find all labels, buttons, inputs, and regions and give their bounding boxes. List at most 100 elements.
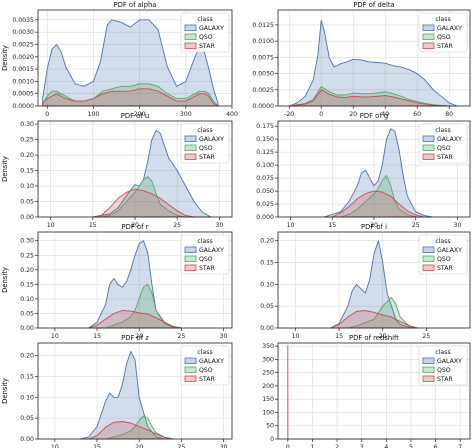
y-tick-label: 150 xyxy=(262,396,274,403)
legend-label-qso: QSO xyxy=(199,34,213,41)
y-tick-label: 300 xyxy=(262,356,274,363)
y-tick-label: 0.10 xyxy=(20,183,34,190)
x-tick-label: 10 xyxy=(292,333,300,340)
x-tick-label: 30 xyxy=(220,444,228,448)
y-tick-label: 0.0025 xyxy=(252,87,274,94)
legend-title: class xyxy=(197,16,212,23)
x-tick-label: 20 xyxy=(370,222,378,229)
legend-label-galaxy: GALAXY xyxy=(437,358,462,365)
chart-title: PDF of r xyxy=(122,223,149,231)
legend-swatch-qso xyxy=(184,255,197,262)
y-tick-label: 0.10 xyxy=(20,394,34,401)
legend: class GALAXY QSO STAR xyxy=(418,12,468,53)
y-tick-label: 0.00 xyxy=(20,325,34,332)
y-tick-label: 0.25 xyxy=(20,252,34,259)
legend-label-star: STAR xyxy=(437,265,453,272)
y-tick-label: 0.10 xyxy=(20,296,34,303)
x-tick-label: 0 xyxy=(45,111,49,118)
chart-title: PDF of i xyxy=(361,223,387,231)
y-tick-label: 0.20 xyxy=(20,152,34,159)
x-tick-label: 20 xyxy=(349,111,357,118)
x-tick-label: 10 xyxy=(287,222,295,229)
x-tick-label: 3 xyxy=(360,444,364,448)
density-area-star xyxy=(288,89,450,107)
y-tick-label: 0.05 xyxy=(20,310,34,317)
legend-swatch-galaxy xyxy=(422,246,435,253)
legend-swatch-star xyxy=(184,264,197,271)
plot-frame xyxy=(277,231,471,329)
legend-title: class xyxy=(435,127,450,134)
y-tick-label: 0.20 xyxy=(20,267,34,274)
legend-swatch-qso xyxy=(184,33,197,40)
x-tick-label: 25 xyxy=(422,333,430,340)
y-axis-label: Density xyxy=(1,156,9,182)
x-tick-label: 0 xyxy=(319,111,323,118)
x-tick-label: 80 xyxy=(445,111,453,118)
x-tick-label: -20 xyxy=(284,111,294,118)
legend-swatch-galaxy xyxy=(184,246,197,253)
legend-label-star: STAR xyxy=(199,265,215,272)
legend-box xyxy=(418,345,468,386)
x-tick-label: 30 xyxy=(220,333,228,340)
density-area-galaxy xyxy=(329,240,419,329)
y-tick-label: 0.30 xyxy=(20,121,34,128)
legend-label-qso: QSO xyxy=(437,34,451,41)
x-tick-label: 5 xyxy=(409,444,413,448)
density-area-star xyxy=(92,188,195,218)
density-area-star xyxy=(42,88,219,107)
legend: class GALAXY QSO STAR xyxy=(418,234,468,275)
x-tick-label: 15 xyxy=(93,333,101,340)
plot-frame xyxy=(277,9,471,107)
legend: class GALAXY QSO STAR xyxy=(180,12,230,53)
y-tick-label: 0.100 xyxy=(256,162,274,169)
chart-title: PDF of z xyxy=(121,334,149,342)
y-tick-label: 0.0075 xyxy=(252,54,274,61)
legend-label-qso: QSO xyxy=(437,145,451,152)
y-tick-label: 0.0000 xyxy=(252,103,274,110)
legend-box xyxy=(418,234,468,275)
plot-frame xyxy=(37,231,233,329)
chart-panel-3: 10 15 20 25 30 0.00 0.05 0.10 0.15 0.20 0.25 0.30 PD… xyxy=(1,112,233,229)
y-tick-label: 0.025 xyxy=(256,201,274,208)
y-tick-label: 0.0125 xyxy=(252,22,274,29)
x-tick-label: 20 xyxy=(135,333,143,340)
density-area-star xyxy=(88,421,174,440)
density-area-galaxy xyxy=(288,19,458,107)
legend-swatch-galaxy xyxy=(422,24,435,31)
legend-label-galaxy: GALAXY xyxy=(199,25,224,32)
legend-label-qso: QSO xyxy=(437,367,451,374)
legend-box xyxy=(180,345,230,386)
legend-label-qso: QSO xyxy=(199,256,213,263)
legend-label-galaxy: GALAXY xyxy=(199,358,224,365)
y-tick-label: 0.00 xyxy=(260,325,274,332)
x-tick-label: 25 xyxy=(177,333,185,340)
y-tick-label: 0.0100 xyxy=(252,38,274,45)
chart-panel-6: 10 15 20 25 0.00 0.05 0.10 0.15 0.20 PDF of i clas… xyxy=(260,223,471,340)
y-tick-label: 0.0035 xyxy=(12,17,34,24)
legend: class GALAXY QSO STAR xyxy=(180,345,230,386)
y-tick-label: 0.30 xyxy=(20,238,34,245)
legend-swatch-qso xyxy=(422,255,435,262)
chart-panel-8: 0 1 2 3 4 5 6 7 0 50 100 150 200 250 300 350 PDF of reds… xyxy=(262,334,471,448)
x-tick-label: 2 xyxy=(335,444,339,448)
legend-swatch-star xyxy=(184,153,197,160)
y-tick-label: 0.175 xyxy=(256,123,274,130)
legend-swatch-galaxy xyxy=(422,357,435,364)
chart-title: PDF of alpha xyxy=(114,1,157,9)
y-tick-label: 0.150 xyxy=(256,136,274,143)
x-tick-label: 25 xyxy=(177,444,185,448)
y-tick-label: 0.0020 xyxy=(12,54,34,61)
legend-swatch-qso xyxy=(422,33,435,40)
y-axis-label: Density xyxy=(1,45,9,71)
y-axis-label: Density xyxy=(1,378,9,404)
chart-panel-2: -20 0 20 40 60 80 0.0000 0.0025 0.0050 0.0075 0.01… xyxy=(252,1,471,118)
legend-swatch-qso xyxy=(422,144,435,151)
x-tick-label: 15 xyxy=(93,444,101,448)
legend-swatch-galaxy xyxy=(184,24,197,31)
y-tick-label: 0.075 xyxy=(256,175,274,182)
x-tick-label: 300 xyxy=(180,111,192,118)
x-tick-label: 30 xyxy=(454,222,462,229)
x-tick-label: 4 xyxy=(384,444,388,448)
legend-label-galaxy: GALAXY xyxy=(437,136,462,143)
legend-label-galaxy: GALAXY xyxy=(199,136,224,143)
